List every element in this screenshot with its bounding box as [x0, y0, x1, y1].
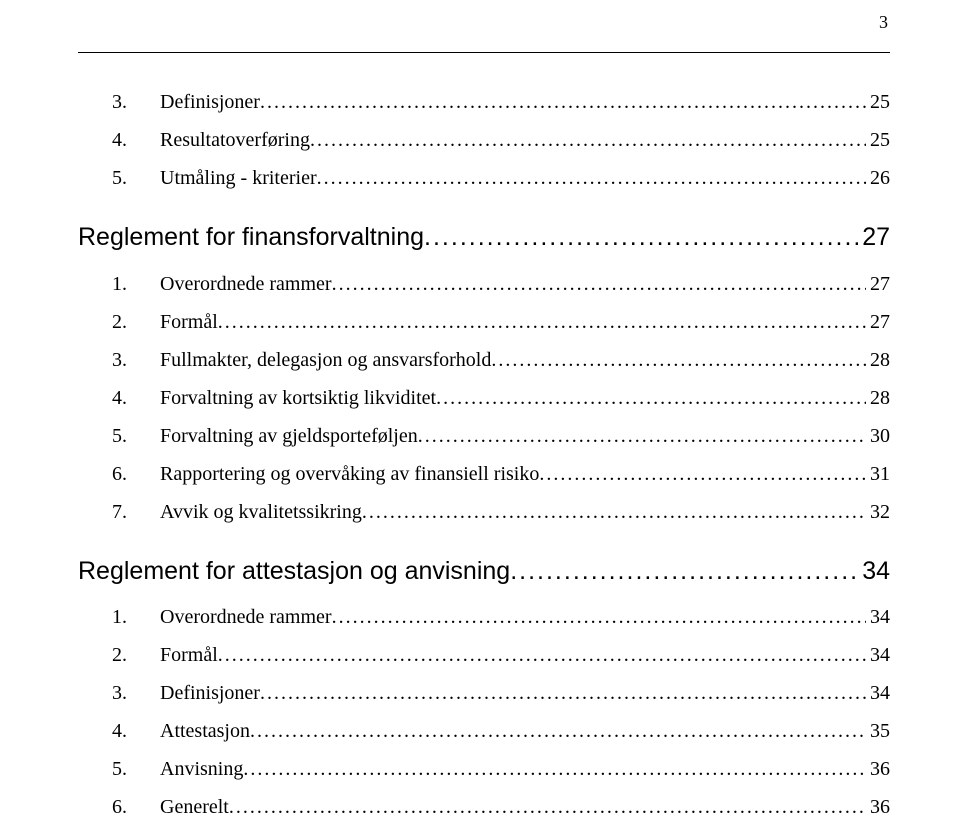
- toc-entry-page: 25: [866, 83, 890, 121]
- page-number: 3: [879, 12, 888, 33]
- toc-entry-page: 34: [866, 598, 890, 636]
- toc-entry-page: 28: [866, 341, 890, 379]
- toc-entry: 3.Definisjoner 34: [78, 674, 890, 712]
- toc-entry-title: Attestasjon: [160, 712, 250, 750]
- toc-leader-dots: [260, 674, 866, 712]
- toc-entry-title: Formål: [160, 636, 218, 674]
- toc-entry-number: 4.: [78, 712, 160, 750]
- toc-entry-title: Reglement for finansforvaltning: [78, 219, 424, 257]
- toc-entry-number: 3.: [78, 83, 160, 121]
- toc-leader-dots: [539, 455, 866, 493]
- toc-leader-dots: [424, 219, 858, 257]
- toc-entry-page: 27: [866, 303, 890, 341]
- toc-entry: 3.Definisjoner 25: [78, 83, 890, 121]
- toc-entry-title: Forvaltning av gjeldsporteføljen: [160, 417, 418, 455]
- toc-entry-number: 4.: [78, 379, 160, 417]
- toc-entry: 4.Resultatoverføring 25: [78, 121, 890, 159]
- toc-leader-dots: [436, 379, 866, 417]
- toc-entry-number: 1.: [78, 598, 160, 636]
- toc-entry-title: Overordnede rammer: [160, 598, 332, 636]
- toc-entry-title: Forvaltning av kortsiktig likviditet: [160, 379, 436, 417]
- toc-leader-dots: [243, 750, 866, 788]
- toc-entry-number: 1.: [78, 265, 160, 303]
- toc-entry: 6.Rapportering og overvåking av finansie…: [78, 455, 890, 493]
- toc-entry-page: 28: [866, 379, 890, 417]
- document-page: 3 3.Definisjoner254.Resultatoverføring25…: [0, 0, 960, 695]
- toc-entry-title: Formål: [160, 303, 218, 341]
- toc-leader-dots: [250, 712, 866, 750]
- toc-entry: 5.Utmåling - kriterier 26: [78, 159, 890, 197]
- toc-entry-number: 5.: [78, 750, 160, 788]
- toc-entry-number: 6.: [78, 455, 160, 493]
- toc-leader-dots: [218, 303, 866, 341]
- toc-leader-dots: [260, 83, 866, 121]
- toc-entry: 1.Overordnede rammer 34: [78, 598, 890, 636]
- toc-entry-title: Avvik og kvalitetssikring: [160, 493, 362, 531]
- header-rule: [78, 52, 890, 53]
- toc-entry: 5.Anvisning 36: [78, 750, 890, 788]
- toc-entry-title: Definisjoner: [160, 674, 260, 712]
- toc-entry-number: 7.: [78, 493, 160, 531]
- toc-entry: 4.Attestasjon 35: [78, 712, 890, 750]
- toc-entry-page: 26: [866, 159, 890, 197]
- toc-entry-page: 30: [866, 417, 890, 455]
- toc-entry-number: 2.: [78, 636, 160, 674]
- toc-entry-title: Fullmakter, delegasjon og ansvarsforhold: [160, 341, 491, 379]
- toc-entry-title: Definisjoner: [160, 83, 260, 121]
- toc-leader-dots: [218, 636, 866, 674]
- toc-entry: 5.Forvaltning av gjeldsporteføljen 30: [78, 417, 890, 455]
- toc-leader-dots: [362, 493, 866, 531]
- toc-entry: 2.Formål 34: [78, 636, 890, 674]
- toc-entry-page: 35: [866, 712, 890, 750]
- toc-entry-page: 27: [866, 265, 890, 303]
- toc-entry: 7.Avvik og kvalitetssikring 32: [78, 493, 890, 531]
- toc-entry-page: 36: [866, 750, 890, 788]
- toc-entry-title: Utmåling - kriterier: [160, 159, 317, 197]
- toc-leader-dots: [491, 341, 866, 379]
- toc-leader-dots: [510, 553, 858, 591]
- toc-entry-page: 31: [866, 455, 890, 493]
- toc-entry-number: 3.: [78, 674, 160, 712]
- toc-entry-number: 5.: [78, 159, 160, 197]
- toc-entry-title: Resultatoverføring: [160, 121, 310, 159]
- toc-entry-title: Overordnede rammer: [160, 265, 332, 303]
- toc-leader-dots: [332, 265, 866, 303]
- toc-heading: Reglement for finansforvaltning 27: [78, 219, 890, 257]
- toc-entry-page: 27: [858, 219, 890, 257]
- toc-entry-title: Generelt: [160, 788, 229, 826]
- toc-leader-dots: [310, 121, 866, 159]
- toc-entry-page: 25: [866, 121, 890, 159]
- toc-leader-dots: [332, 598, 866, 636]
- toc-entry: 4.Forvaltning av kortsiktig likviditet 28: [78, 379, 890, 417]
- toc-entry-number: 3.: [78, 341, 160, 379]
- toc-entry: 6.Generelt 36: [78, 788, 890, 826]
- toc-entry-title: Anvisning: [160, 750, 243, 788]
- toc-entry-number: 5.: [78, 417, 160, 455]
- toc-entry-page: 36: [866, 788, 890, 826]
- toc-entry-number: 2.: [78, 303, 160, 341]
- toc-heading: Reglement for attestasjon og anvisning 34: [78, 553, 890, 591]
- toc-entry-title: Reglement for attestasjon og anvisning: [78, 553, 510, 591]
- toc-entry: 3.Fullmakter, delegasjon og ansvarsforho…: [78, 341, 890, 379]
- toc-entry-title: Rapportering og overvåking av finansiell…: [160, 455, 539, 493]
- toc-entry-page: 32: [866, 493, 890, 531]
- toc-entry-number: 4.: [78, 121, 160, 159]
- toc-entry-page: 34: [866, 636, 890, 674]
- toc-leader-dots: [317, 159, 866, 197]
- toc-leader-dots: [418, 417, 866, 455]
- toc-entry: 1.Overordnede rammer 27: [78, 265, 890, 303]
- toc-entry-page: 34: [858, 553, 890, 591]
- toc-leader-dots: [229, 788, 866, 826]
- table-of-contents: 3.Definisjoner254.Resultatoverføring255.…: [78, 83, 890, 826]
- toc-entry: 2.Formål 27: [78, 303, 890, 341]
- toc-entry-number: 6.: [78, 788, 160, 826]
- toc-entry-page: 34: [866, 674, 890, 712]
